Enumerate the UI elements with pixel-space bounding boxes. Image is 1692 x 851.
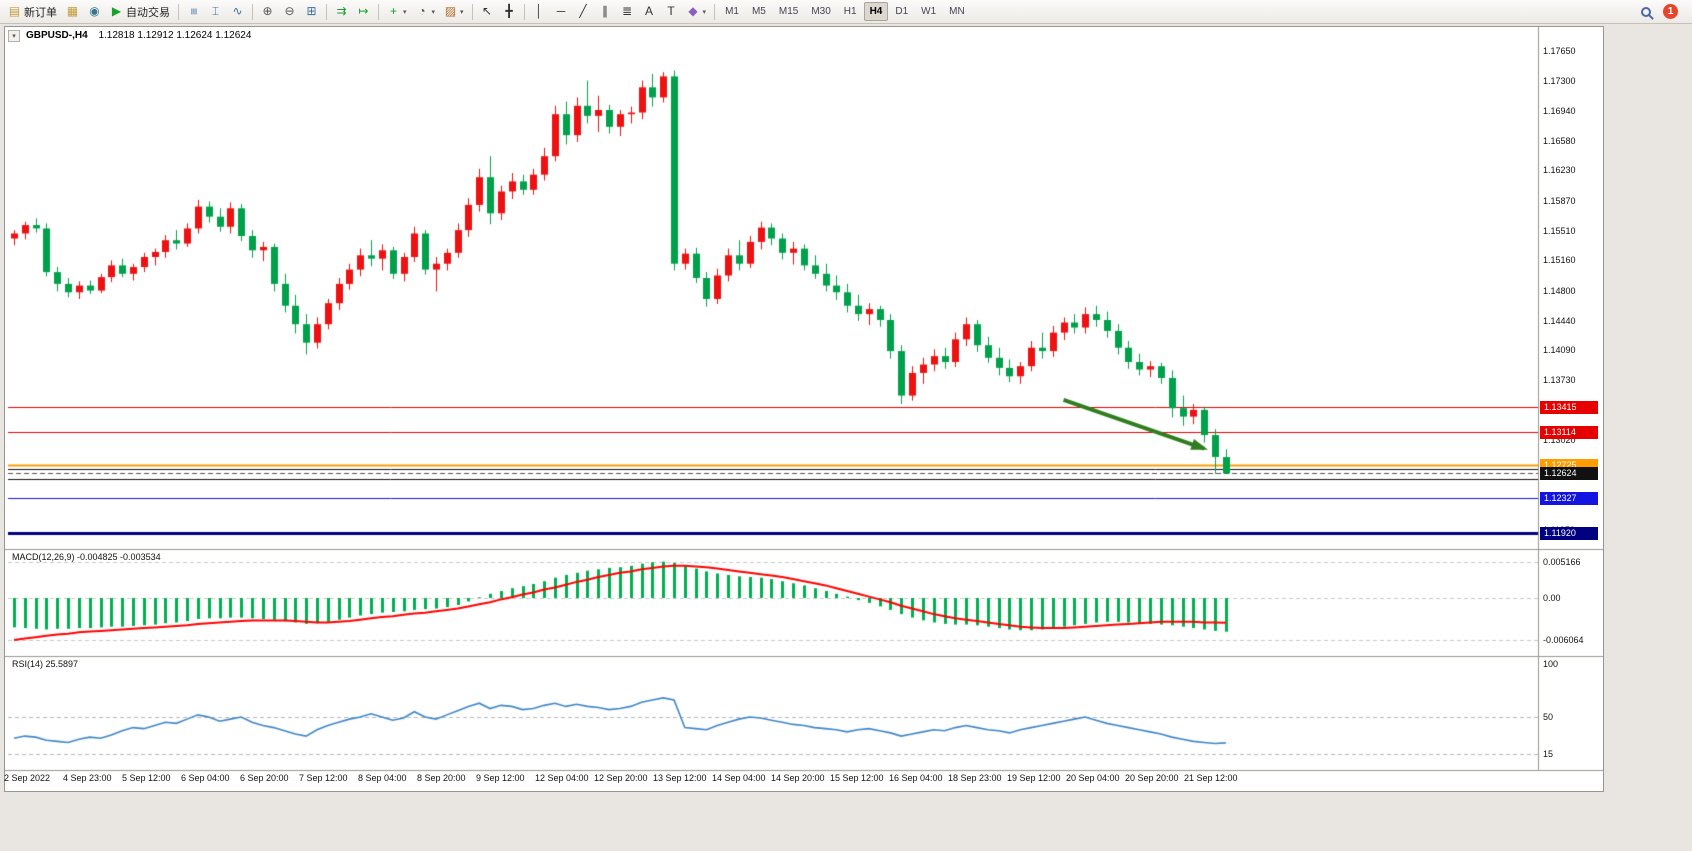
new-chart-button[interactable]: ▦ [62, 2, 83, 22]
auto-trading-button-label: 自动交易 [126, 6, 170, 19]
line-chart-icon: ∿ [232, 4, 243, 18]
zoom-out-button[interactable]: ⊖ [279, 2, 300, 22]
auto-scroll-icon: ⇉ [336, 4, 347, 18]
new-order-icon: ▤ [8, 4, 21, 18]
candlestick-chart-icon: ⌶ [211, 4, 220, 18]
toolbar: ▤ 新订单 ▦ ◉ ▶ 自动交易 ≡ ⌶ ∿ ⊕ ⊖ ⊞ ⇉ ↦ + ▾ ◔ ▾ ▨ ▾ ↖ ╋ │ ─ ╱ ∥ ≣ A T ◆ ▾ M1 M5… [0, 0, 1692, 24]
candlestick-chart-button[interactable]: ⌶ [205, 2, 226, 22]
dropdown-caret-icon: ▾ [403, 8, 407, 16]
auto-scroll-button[interactable]: ⇉ [331, 2, 352, 22]
vertical-line-button[interactable]: │ [529, 2, 550, 22]
text-button[interactable]: A [639, 2, 660, 22]
notification-badge[interactable]: 1 [1663, 4, 1678, 19]
chart-shift-icon: ↦ [358, 4, 369, 18]
toolbar-buttons: ▤ 新订单 ▦ ◉ ▶ 自动交易 ≡ ⌶ ∿ ⊕ ⊖ ⊞ ⇉ ↦ + ▾ ◔ ▾ ▨ ▾ ↖ ╋ │ ─ ╱ ∥ ≣ A T ◆ ▾ M1 M5… [4, 0, 971, 24]
auto-trading-button[interactable]: ▶ 自动交易 [106, 2, 174, 22]
timeframe-d1-button[interactable]: D1 [895, 6, 909, 17]
auto-trading-icon: ▶ [111, 4, 122, 18]
zoom-in-icon: ⊕ [262, 4, 273, 18]
toolbar-separator [378, 3, 379, 20]
text-icon: A [645, 4, 654, 18]
dropdown-caret-icon: ▾ [460, 8, 464, 16]
zoom-out-icon: ⊖ [284, 4, 295, 18]
toolbar-separator [714, 3, 716, 20]
indicators-icon: + [389, 4, 397, 18]
bar-chart-icon: ≡ [187, 7, 201, 15]
dropdown-caret-icon: ▾ [702, 8, 707, 16]
text-label-icon: T [667, 4, 675, 18]
periods-button[interactable]: ◔ ▾ [412, 2, 440, 22]
new-order-button[interactable]: ▤ 新订单 [4, 2, 61, 22]
search-icon[interactable] [1641, 6, 1651, 17]
toolbar-separator [178, 3, 179, 20]
indicators-button[interactable]: + ▾ [383, 2, 411, 22]
arrows-icon: ◆ [688, 4, 698, 18]
crosshair-icon: ╋ [505, 4, 513, 18]
timeframe-h4-button[interactable]: H4 [863, 2, 889, 21]
bar-chart-button[interactable]: ≡ [183, 2, 204, 22]
toolbar-separator [252, 3, 253, 20]
chart-shift-button[interactable]: ↦ [353, 2, 374, 22]
horizontal-line-icon: ─ [556, 4, 566, 18]
timeframe-m1-button[interactable]: M1 [725, 6, 739, 17]
channel-icon: ∥ [602, 4, 609, 18]
tile-windows-button[interactable]: ⊞ [301, 2, 322, 22]
line-chart-button[interactable]: ∿ [227, 2, 248, 22]
channel-button[interactable]: ∥ [595, 2, 616, 22]
arrows-button[interactable]: ◆ ▾ [683, 2, 711, 22]
toolbar-right: 1 [1641, 4, 1688, 19]
trendline-icon: ╱ [579, 4, 587, 18]
text-label-button[interactable]: T [661, 2, 682, 22]
timeframe-h1-button[interactable]: H1 [843, 6, 857, 17]
templates-button[interactable]: ▨ ▾ [440, 2, 468, 22]
vertical-line-icon: │ [535, 4, 543, 18]
timeframe-m15-button[interactable]: M15 [778, 6, 799, 17]
cursor-button[interactable]: ↖ [477, 2, 498, 22]
crosshair-button[interactable]: ╋ [499, 2, 520, 22]
trendline-button[interactable]: ╱ [573, 2, 594, 22]
timeframe-mn-button[interactable]: MN [949, 6, 965, 17]
new-order-button-label: 新订单 [24, 6, 57, 19]
timeframe-m5-button[interactable]: M5 [751, 6, 766, 17]
templates-icon: ▨ [444, 4, 457, 18]
fibonacci-icon: ≣ [622, 4, 633, 18]
new-chart-icon: ▦ [66, 4, 79, 18]
zoom-in-button[interactable]: ⊕ [257, 2, 278, 22]
market-watch-icon: ◉ [89, 4, 100, 18]
toolbar-separator [471, 3, 473, 20]
tile-windows-icon: ⊞ [306, 4, 317, 18]
timeframe-w1-button[interactable]: W1 [921, 6, 937, 17]
toolbar-separator [523, 3, 525, 20]
timeframe-m30-button[interactable]: M30 [811, 6, 831, 17]
one-click-trading-expander[interactable]: ▾ [8, 30, 20, 42]
cursor-icon: ↖ [482, 4, 493, 18]
horizontal-line-button[interactable]: ─ [551, 2, 572, 22]
market-watch-button[interactable]: ◉ [84, 2, 105, 22]
fibonacci-button[interactable]: ≣ [617, 2, 638, 22]
periods-icon: ◔ [418, 4, 426, 18]
dropdown-caret-icon: ▾ [431, 8, 436, 16]
toolbar-separator [326, 3, 327, 20]
